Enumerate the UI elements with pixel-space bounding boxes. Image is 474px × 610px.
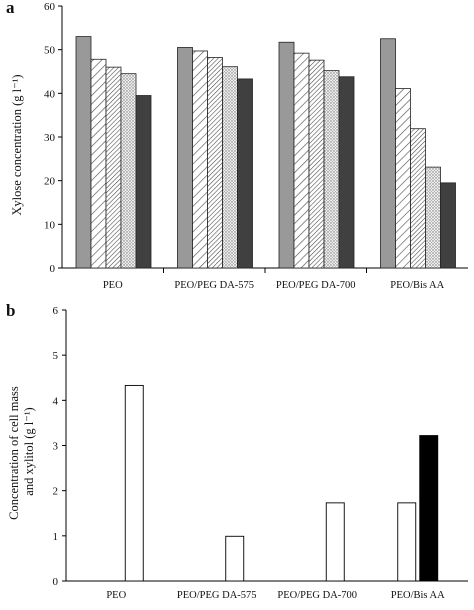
panel-a-bar [293, 52, 310, 269]
panel-a-category-label: PEO/Bis AA [390, 280, 444, 291]
panel-b-category-label: PEO/PEG DA-700 [277, 590, 357, 601]
panel-a-bar [135, 95, 152, 269]
panel-b-y-tick-label: 5 [53, 350, 59, 362]
panel-b-category-label: PEO/Bis AA [391, 590, 445, 601]
panel-a-category-label: PEO [103, 280, 123, 291]
panel-b-y-tick-label: 0 [53, 576, 59, 588]
panel-b-y-ticks: 0 1 2 3 4 5 6 [53, 305, 66, 588]
panel-a-y-tick-label: 0 [50, 263, 56, 275]
panel-a-category-label: PEO/PEG DA-700 [276, 280, 356, 291]
panel-a-bar [395, 88, 411, 269]
panel-a-bar [338, 76, 355, 269]
panel-a-bar [323, 70, 340, 269]
panel-a-bar [278, 41, 295, 269]
panel-b-chart: b Concentration of cell mass and xylitol… [6, 301, 468, 601]
panel-b-bars [124, 384, 439, 582]
panel-a-y-axis-title: Xylose concentration (g l⁻¹) [10, 74, 24, 215]
panel-a-bar [177, 47, 193, 269]
panel-b-bar [124, 384, 144, 582]
panel-a-bar [380, 38, 396, 269]
panel-b-bar [419, 435, 439, 582]
panel-a-y-tick-label: 50 [44, 45, 56, 57]
panel-b-y-tick-label: 3 [53, 441, 59, 453]
panel-a-bar [120, 73, 137, 269]
panel-a-y-tick-label: 30 [44, 132, 56, 144]
panel-a-y-tick-label: 40 [44, 88, 56, 100]
panel-b-y-axis-title: Concentration of cell mass and xylitol (… [7, 383, 36, 520]
panel-b-y-tick-label: 6 [53, 305, 59, 317]
panel-a-bar [440, 182, 456, 269]
panel-a-bar [308, 59, 325, 269]
panel-b-y-axis-title-line-1: Concentration of cell mass [7, 386, 21, 520]
panel-a-bar [75, 36, 92, 269]
panel-a-y-ticks: 0 10 20 30 40 50 60 [44, 1, 62, 275]
panel-a-bar [222, 66, 238, 269]
panel-a-letter: a [6, 0, 15, 17]
panel-a-bar [90, 58, 107, 269]
panel-b-bar [397, 502, 417, 582]
panel-a-chart: a Xylose concentration (g l⁻¹) 0 10 20 30 40… [6, 0, 468, 291]
panel-a-bar [410, 128, 426, 269]
panel-b-y-tick-label: 1 [53, 531, 59, 543]
panel-b-bar [325, 502, 345, 582]
panel-b-category-label: PEO [106, 590, 126, 601]
panel-b-category-label: PEO/PEG DA-575 [177, 590, 257, 601]
panel-a-bar [207, 57, 223, 269]
panel-a-bars [75, 36, 456, 269]
panel-a-bar [237, 78, 253, 269]
panel-a-category-label: PEO/PEG DA-575 [174, 280, 254, 291]
panel-a-bar [105, 66, 122, 269]
panel-b-bar [225, 535, 245, 582]
panel-a-bar [192, 50, 208, 269]
panel-b-y-axis-title-line-2: and xylitol (g l⁻¹) [22, 407, 36, 495]
panel-b-x-ticks: PEO PEO/PEG DA-575 PEO/PEG DA-700 PEO/Bis A… [106, 590, 445, 601]
panel-b-y-tick-label: 4 [53, 395, 59, 407]
panel-a-bar [425, 166, 441, 269]
panel-a-y-tick-label: 60 [44, 1, 56, 13]
panel-a-y-tick-label: 10 [44, 219, 56, 231]
panel-b-y-tick-label: 2 [53, 486, 59, 498]
panel-a-x-ticks: PEO PEO/PEG DA-575 PEO/PEG DA-700 PEO/Bis A… [103, 268, 445, 291]
panel-b-letter: b [6, 301, 15, 320]
panel-a-y-tick-label: 20 [44, 176, 56, 188]
